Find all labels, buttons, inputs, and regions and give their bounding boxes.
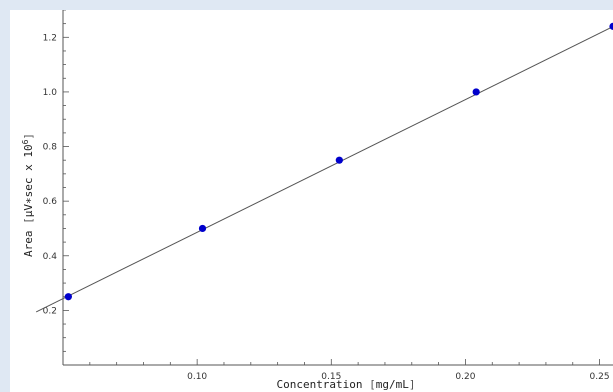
calibration-chart: 0.10 0.15 0.20 0.25 0.2 0.4 0.6 0.8 1.0 1.2 Conc… [21, 10, 613, 391]
y-axis-unit: μV∗sec x 10 [22, 144, 35, 217]
data-point [472, 88, 480, 96]
data-points [64, 22, 613, 301]
x-tick-label: 0.10 [187, 372, 207, 382]
data-point [198, 224, 207, 233]
y-tick-label: 0.8 [43, 143, 58, 153]
x-tick-labels: 0.10 0.15 0.20 0.25 [187, 372, 609, 382]
x-tick-label: 0.25 [590, 372, 610, 382]
axes [62, 10, 613, 366]
y-tick-label: 1.0 [43, 88, 58, 98]
x-axis-title: Concentration [mg/mL] [276, 378, 415, 391]
y-tick-label: 0.2 [43, 306, 57, 316]
fit-line [35, 26, 613, 313]
data-point [335, 156, 343, 164]
x-axis-label: Concentration [276, 378, 362, 391]
y-axis-unit-close: ] [22, 133, 35, 140]
y-axis-unit-open: [ [22, 217, 35, 224]
x-tick-label: 0.15 [321, 372, 341, 382]
x-axis-unit: mg/mL [376, 378, 409, 391]
y-axis-label: Area [22, 231, 35, 258]
x-tick-label: 0.20 [455, 372, 475, 382]
data-point [609, 22, 613, 30]
y-axis-unit-exponent: 6 [21, 139, 30, 144]
y-tick-label: 0.6 [43, 197, 58, 207]
y-tick-label: 1.2 [43, 33, 57, 43]
x-axis-unit-open: [ [369, 378, 376, 391]
chart-panel: 0.10 0.15 0.20 0.25 0.2 0.4 0.6 0.8 1.0 1.2 Conc… [10, 10, 613, 392]
data-point [64, 293, 72, 301]
y-tick-label: 0.4 [43, 252, 58, 262]
x-axis-unit-close: ] [409, 378, 416, 391]
y-tick-labels: 0.2 0.4 0.6 0.8 1.0 1.2 [43, 33, 58, 316]
y-axis-title: Area [μV∗sec x 106] [21, 133, 36, 257]
fit-line-group [35, 26, 613, 313]
tick-marks [62, 10, 600, 365]
